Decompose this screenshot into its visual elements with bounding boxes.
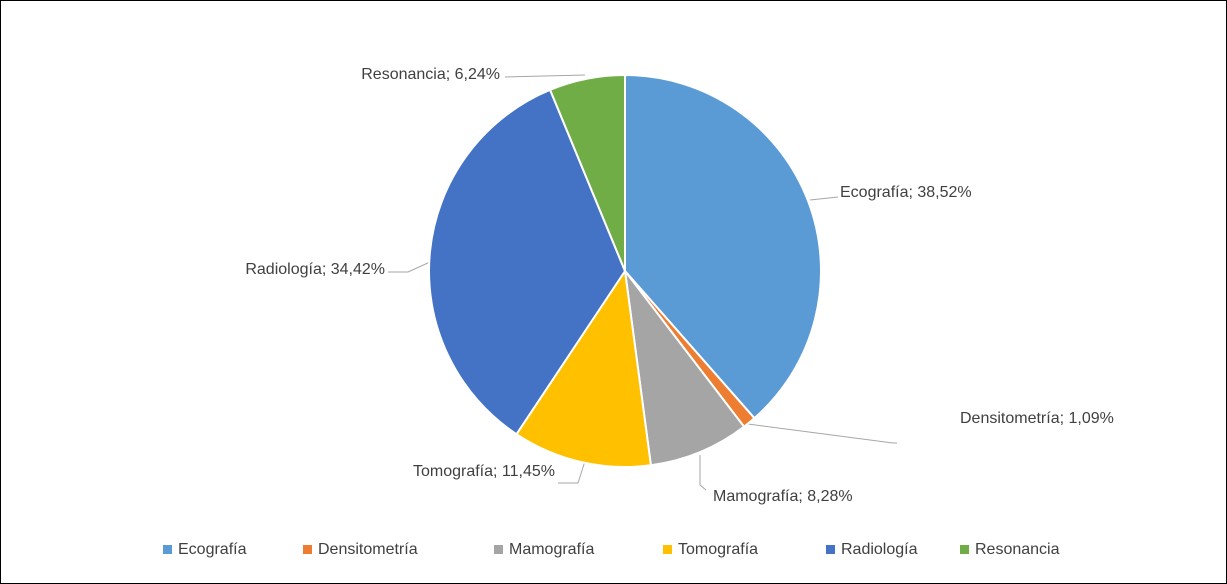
pie-slice [515,268,653,468]
data-label: Densitometría; 1,09% [960,410,1114,427]
pie-slice [624,73,822,420]
leader-line [558,460,586,484]
pie-slice [428,88,627,436]
leader-line [809,196,839,201]
legend-marker [663,545,672,554]
leader-line [388,261,431,273]
pie-slice [548,73,626,272]
leader-line [699,455,707,491]
pie-slice [623,267,746,467]
legend-marker [494,545,503,554]
legend-marker [826,545,835,554]
legend-marker [163,545,172,554]
data-label: Ecografía; 38,52% [840,184,972,201]
legend-label: Mamografía [509,541,594,558]
data-label: Mamografía; 8,28% [713,488,853,505]
leader-lines [388,74,897,491]
leader-line [747,423,897,444]
data-label: Tomografía; 11,45% [413,463,555,480]
legend-marker [960,545,969,554]
leader-line [504,74,586,78]
legend-marker [303,545,312,554]
legend-label: Tomografía [678,541,758,558]
legend-label: Densitometría [318,541,418,558]
legend-label: Radiología [841,541,918,558]
data-label: Resonancia; 6,24% [361,66,500,83]
legend-label: Resonancia [975,541,1060,558]
data-label: Radiología; 34,42% [245,261,385,278]
legend-label: Ecografía [178,541,247,558]
